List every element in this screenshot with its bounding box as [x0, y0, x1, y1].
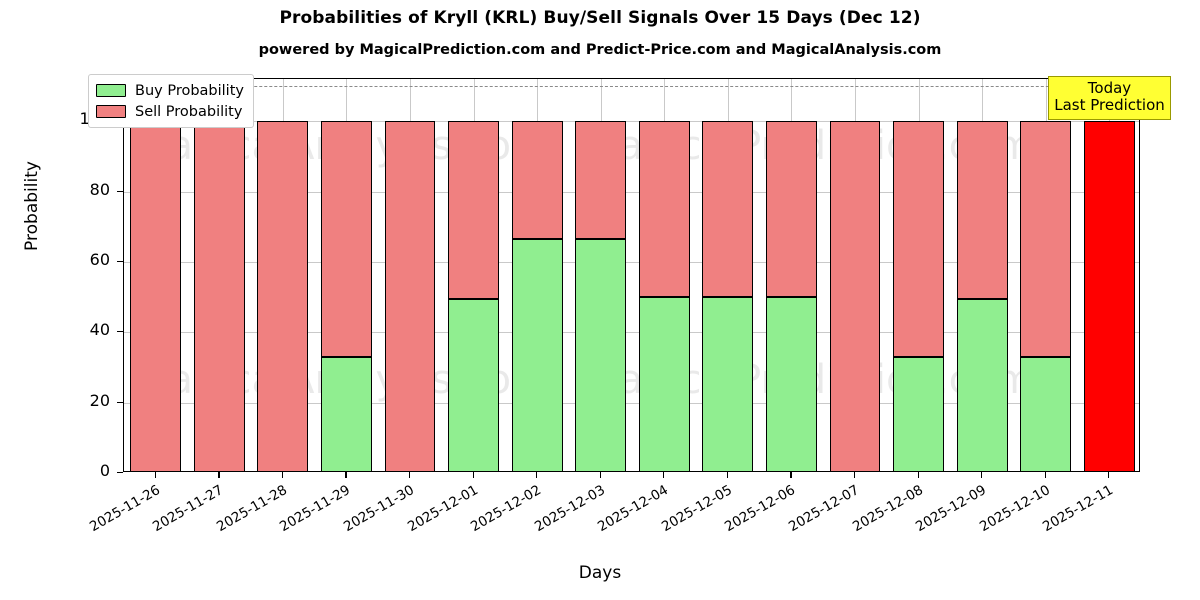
- x-axis-tick: [472, 472, 474, 478]
- chart-legend: Buy Probability Sell Probability: [88, 74, 254, 128]
- bar-segment-buy: [765, 297, 817, 471]
- y-axis-label: 80: [89, 179, 110, 199]
- legend-item-sell: Sell Probability: [96, 101, 244, 122]
- today-annotation-line2: Last Prediction: [1054, 95, 1165, 114]
- bar-segment-sell: [448, 121, 499, 299]
- bar-segment-sell: [511, 121, 563, 240]
- x-axis-tick: [917, 472, 919, 478]
- x-axis-tick: [981, 472, 983, 478]
- y-axis-tick: [117, 331, 123, 333]
- grid-line-horizontal: [124, 402, 1139, 404]
- legend-item-buy: Buy Probability: [96, 80, 244, 101]
- bar-segment-buy: [1020, 356, 1072, 471]
- x-axis-tick: [853, 472, 856, 478]
- bar-2025-12-10[interactable]: [1020, 79, 1072, 471]
- x-axis-tick: [1108, 472, 1110, 478]
- y-axis-tick: [117, 472, 123, 474]
- today-annotation-line1: Today: [1087, 79, 1132, 97]
- y-axis-tick: [117, 190, 123, 192]
- grid-line-horizontal: [124, 121, 1139, 123]
- bar-2025-11-30[interactable]: [384, 79, 436, 471]
- bar-segment-sell: [321, 121, 372, 357]
- grid-line-horizontal: [124, 261, 1139, 263]
- y-axis-label: 40: [89, 320, 110, 340]
- x-axis-tick: [726, 472, 729, 478]
- bar-2025-12-02[interactable]: [511, 79, 563, 471]
- bar-2025-12-03[interactable]: [575, 79, 627, 471]
- bar-2025-11-26[interactable]: [130, 79, 182, 471]
- bar-2025-12-06[interactable]: [765, 79, 817, 471]
- today-annotation: Today Last Prediction: [1048, 76, 1171, 120]
- plot-inner: MagicalAnalysis.com MagicalPrediction.co…: [124, 79, 1139, 471]
- bar-segment-sell: [257, 121, 309, 471]
- bar-2025-12-04[interactable]: [638, 79, 690, 471]
- bar-segment-sell: [384, 121, 436, 471]
- bar-2025-11-28[interactable]: [257, 79, 309, 471]
- y-axis-tick: [117, 260, 123, 263]
- bar-2025-12-05[interactable]: [702, 79, 754, 471]
- x-axis-tick: [663, 472, 665, 478]
- legend-label-sell: Sell Probability: [135, 103, 243, 120]
- reference-dashed-line: [124, 86, 1139, 88]
- bar-segment-sell: [130, 121, 182, 471]
- y-axis-title: Probability: [22, 161, 42, 251]
- bar-segment-sell: [893, 121, 944, 357]
- bar-segment-buy: [575, 239, 627, 471]
- x-axis-tick: [536, 472, 538, 478]
- bar-segment-buy: [638, 297, 690, 471]
- x-axis-tick: [281, 472, 284, 478]
- bar-segment-sell: [575, 121, 627, 240]
- bar-segment-today: [1083, 121, 1135, 471]
- bar-2025-12-01[interactable]: [448, 79, 499, 471]
- bar-segment-sell: [193, 121, 245, 471]
- bar-2025-12-07[interactable]: [829, 79, 881, 471]
- grid-line-horizontal: [124, 332, 1139, 334]
- legend-swatch-buy-icon: [96, 84, 126, 97]
- bar-segment-sell: [638, 121, 690, 298]
- bar-segment-sell: [1020, 121, 1072, 357]
- bar-segment-sell: [765, 121, 817, 298]
- chart-subtitle: powered by MagicalPrediction.com and Pre…: [258, 42, 942, 58]
- chart-title: Probabilities of Kryll (KRL) Buy/Sell Si…: [279, 8, 921, 28]
- x-axis-tick: [345, 472, 347, 478]
- bar-2025-12-09[interactable]: [956, 79, 1008, 471]
- bar-segment-buy: [702, 297, 754, 471]
- x-axis-tick: [790, 472, 792, 478]
- bar-2025-11-27[interactable]: [193, 79, 245, 471]
- y-axis-label: 0: [99, 461, 110, 480]
- x-axis-tick: [218, 472, 220, 478]
- x-axis-tick: [1044, 472, 1046, 478]
- plot-area: MagicalAnalysis.com MagicalPrediction.co…: [123, 78, 1140, 472]
- x-axis-title: Days: [578, 563, 622, 583]
- x-axis-tick: [599, 472, 601, 478]
- bar-segment-sell: [702, 121, 754, 298]
- bar-segment-buy: [321, 356, 372, 471]
- y-axis-tick: [117, 401, 123, 403]
- y-axis-label: 20: [89, 390, 110, 410]
- bar-2025-12-11[interactable]: [1083, 79, 1135, 471]
- bar-segment-buy: [893, 356, 944, 471]
- legend-label-buy: Buy Probability: [135, 82, 244, 99]
- grid-line-horizontal: [124, 191, 1139, 193]
- x-axis-tick: [409, 472, 411, 478]
- bar-segment-sell: [956, 121, 1008, 299]
- legend-swatch-sell-icon: [96, 105, 126, 118]
- bar-segment-buy: [956, 298, 1008, 471]
- bar-segment-buy: [511, 239, 563, 471]
- x-axis-tick: [154, 472, 156, 478]
- bar-2025-12-08[interactable]: [893, 79, 944, 471]
- bar-segment-buy: [448, 298, 499, 471]
- y-axis-label: 60: [89, 249, 110, 269]
- bar-2025-11-29[interactable]: [321, 79, 372, 471]
- bar-segment-sell: [829, 121, 881, 471]
